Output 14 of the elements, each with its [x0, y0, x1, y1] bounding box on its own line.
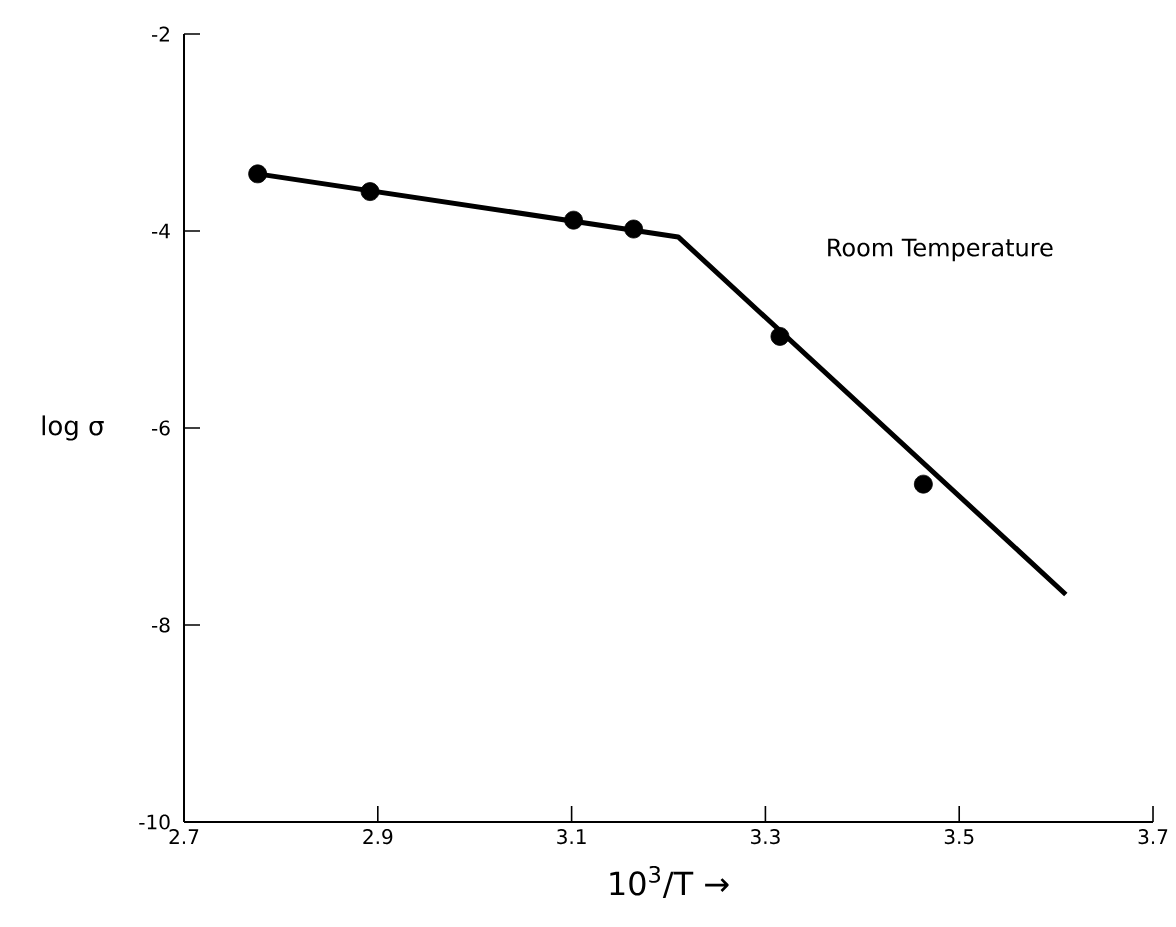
y-tick-label: -8: [151, 617, 170, 633]
y-axis-title: log σ: [42, 415, 104, 441]
x-tick-label: 2.9: [363, 829, 393, 845]
x-tick-label: 3.7: [1138, 829, 1168, 845]
x-tick-label: 2.7: [169, 829, 199, 844]
y-tick-label: -2: [151, 26, 169, 42]
x-tick-label: 3.5: [944, 829, 974, 845]
annotation: Room Temperature: [828, 238, 1053, 262]
y-tick-label: -10: [139, 814, 170, 830]
x-tick-label: 3.3: [751, 829, 780, 845]
y-tick-label: -6: [151, 420, 170, 436]
y-tick-label: -4: [151, 223, 170, 239]
x-axis-title: 10$^{3}$/T →: [610, 865, 729, 899]
x-tick-label: 3.1: [557, 829, 586, 845]
